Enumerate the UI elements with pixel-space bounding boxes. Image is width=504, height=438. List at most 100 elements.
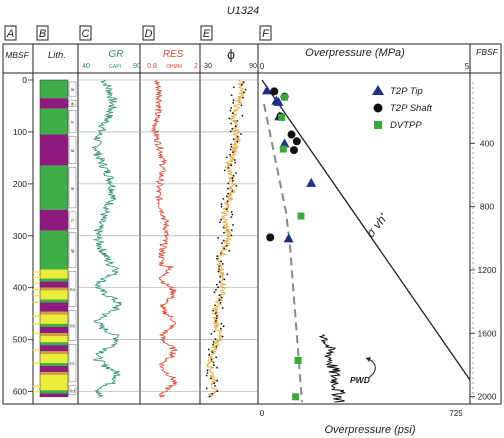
phi-point xyxy=(227,187,229,190)
phi-point xyxy=(229,153,232,156)
phi-point xyxy=(230,211,233,213)
marker-t2p-shaft xyxy=(266,233,275,242)
phi-point xyxy=(228,250,231,252)
phi-point xyxy=(242,96,244,99)
lith-unit-label-box xyxy=(68,136,77,164)
mbsf-tick-label: 300 xyxy=(13,231,27,241)
lith-band xyxy=(40,348,68,352)
phi-title: ϕ xyxy=(227,46,235,62)
lith-unit xyxy=(40,98,68,109)
phi-point xyxy=(232,102,235,104)
phi-point xyxy=(214,385,217,387)
phi-point xyxy=(227,166,230,169)
phi-point xyxy=(232,174,235,177)
header-box-c xyxy=(79,25,92,41)
phi-point xyxy=(222,325,225,328)
phi-point xyxy=(208,353,211,356)
lith-unit-label-box xyxy=(68,344,77,383)
phi-point xyxy=(218,299,221,302)
phi-point xyxy=(206,372,209,374)
fbsf-title: FBSF xyxy=(476,47,499,57)
phi-point xyxy=(223,231,225,234)
lith-unit-label-box xyxy=(68,211,77,229)
phi-point xyxy=(227,192,230,195)
phi-point xyxy=(225,244,228,247)
header-box-f xyxy=(259,25,272,41)
phi-point xyxy=(241,114,244,117)
lith-band xyxy=(40,383,68,388)
phi-point xyxy=(215,356,218,359)
phi-point xyxy=(228,117,231,120)
frame-col-f xyxy=(257,43,471,405)
gr-min: 40 xyxy=(82,63,90,70)
fbsf-tick-label: 1200 xyxy=(478,265,497,275)
lith-band xyxy=(40,390,68,394)
phi-point xyxy=(214,320,217,322)
phi-point xyxy=(236,135,239,138)
phi-point xyxy=(205,387,208,390)
lith-band xyxy=(40,345,68,349)
phi-point xyxy=(230,164,233,167)
fbsf-tick-label: 1600 xyxy=(478,328,497,338)
phi-point xyxy=(216,366,219,369)
panel-headers: A B C D E F xyxy=(4,25,272,41)
lith-band xyxy=(40,357,68,361)
marker-t2p-shaft xyxy=(289,146,298,155)
lith-band xyxy=(40,299,68,303)
legend-marker-shaft xyxy=(373,103,383,113)
phi-point xyxy=(236,120,239,122)
phi-point xyxy=(226,200,229,203)
lith-band xyxy=(40,336,68,340)
phi-point xyxy=(213,364,215,366)
legend-marker-tip xyxy=(372,85,384,95)
lith-unit-label-box xyxy=(68,310,77,341)
phi-point xyxy=(229,148,232,151)
phi-point xyxy=(212,340,215,343)
lith-unit-label: IIa xyxy=(70,287,76,292)
phi-point xyxy=(214,338,217,341)
header-letter-d: D xyxy=(145,28,153,40)
phi-point xyxy=(206,369,209,372)
pwd-label: PWD xyxy=(350,375,370,385)
phi-point xyxy=(220,252,222,255)
lith-band xyxy=(40,311,68,315)
header-letter-e: E xyxy=(203,28,211,40)
lith-band xyxy=(40,339,68,343)
lith-band xyxy=(40,368,68,373)
lith-unit-label-box xyxy=(68,385,77,396)
phi-point xyxy=(232,151,234,154)
phi-point xyxy=(218,294,221,296)
lith-title: Lith. xyxy=(48,50,66,61)
phi-point xyxy=(230,146,233,148)
header-box-b xyxy=(36,25,49,41)
lith-unit-label-box xyxy=(68,110,77,133)
lith-band xyxy=(40,302,68,306)
phi-point xyxy=(240,133,242,135)
mbsf-tick-label: 100 xyxy=(13,127,27,137)
phi-point xyxy=(225,156,228,159)
phi-point xyxy=(212,361,215,364)
phi-point xyxy=(220,205,223,208)
phi-point xyxy=(218,265,221,268)
overpressure-mpa-title: Overpressure (MPa) xyxy=(305,47,405,59)
mpa-min: 0 xyxy=(260,62,265,71)
phi-point xyxy=(226,273,229,276)
phi-point xyxy=(233,159,236,161)
mbsf-tick-label: 500 xyxy=(13,335,27,345)
marker-t2p-shaft xyxy=(270,87,279,96)
marker-t2p-tip xyxy=(306,177,317,187)
phi-point xyxy=(221,307,224,309)
trend-dashed-line xyxy=(263,103,303,403)
phi-point xyxy=(230,216,233,219)
lith-band xyxy=(40,351,68,355)
mbsf-axis: 0 100 200 300 400 500 600 xyxy=(13,75,33,397)
phi-point xyxy=(219,327,222,330)
phi-point xyxy=(216,314,218,317)
phi-point xyxy=(230,229,233,232)
mbsf-tick-label: 600 xyxy=(13,387,27,397)
marker-dvtpp xyxy=(292,393,300,401)
phi-points xyxy=(205,81,247,398)
lithology-column: Ia Ib Ic Id Ie If Ig IIa IIb IIc IId xyxy=(33,79,77,398)
phi-point xyxy=(226,195,228,198)
